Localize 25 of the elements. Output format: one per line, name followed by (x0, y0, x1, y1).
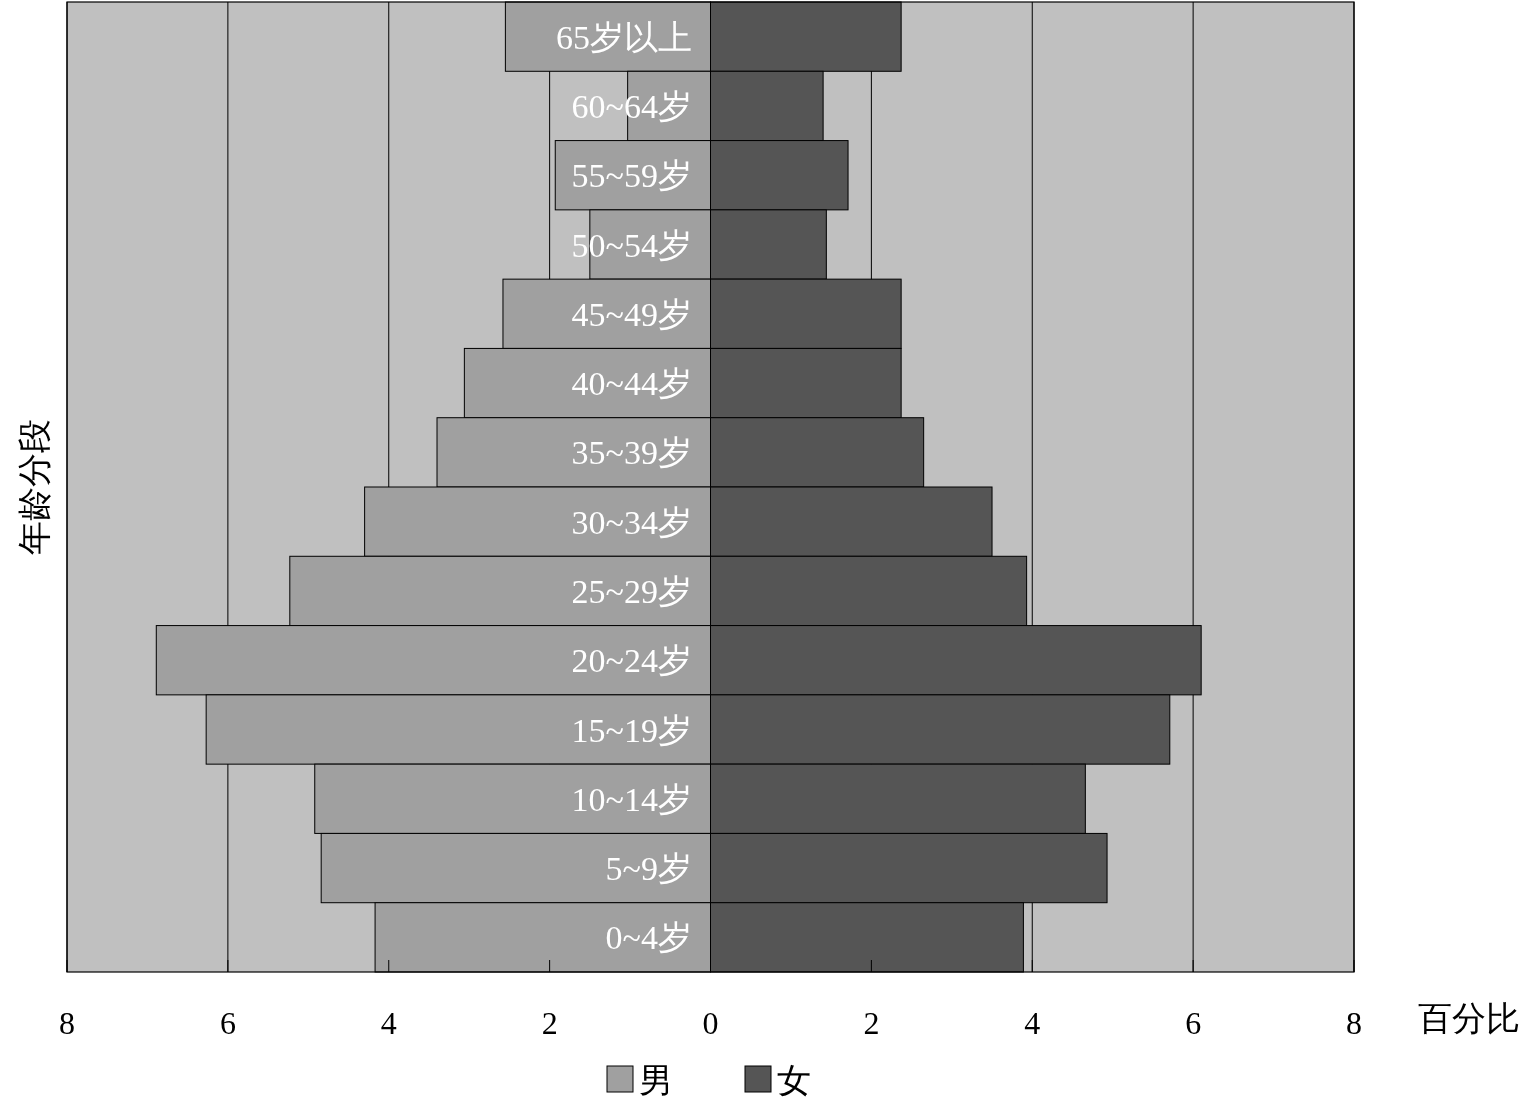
x-tick-label: 4 (380, 1005, 397, 1041)
x-tick-label: 6 (219, 1005, 236, 1041)
y-tick-label: 35~39岁 (571, 434, 692, 472)
y-tick-label: 5~9岁 (605, 850, 692, 888)
y-tick-label: 55~59岁 (571, 157, 692, 195)
y-tick-label: 45~49岁 (571, 295, 692, 333)
y-tick-label: 0~4岁 (605, 919, 692, 957)
y-tick-label: 20~24岁 (571, 642, 692, 680)
x-axis-title: 百分比 (1418, 1000, 1520, 1037)
x-tick-label: 2 (863, 1005, 880, 1041)
y-axis-title: 年龄分段 (16, 419, 53, 555)
x-tick-label: 4 (1024, 1005, 1041, 1041)
legend-label: 女 (777, 1062, 811, 1097)
y-tick-label: 30~34岁 (571, 503, 692, 541)
x-tick-label: 8 (59, 1005, 75, 1041)
y-tick-label: 10~14岁 (571, 780, 692, 818)
x-tick-label: 2 (541, 1005, 558, 1041)
x-tick-label: 0 (702, 1005, 719, 1041)
x-tick-label: 6 (1185, 1005, 1202, 1041)
y-tick-label: 25~29岁 (571, 572, 692, 610)
y-tick-label: 40~44岁 (571, 365, 692, 403)
x-tick-label: 8 (1346, 1005, 1362, 1041)
y-tick-label: 65岁以上 (556, 18, 692, 56)
y-tick-label: 15~19岁 (571, 711, 692, 749)
legend-label: 男 (639, 1062, 673, 1097)
